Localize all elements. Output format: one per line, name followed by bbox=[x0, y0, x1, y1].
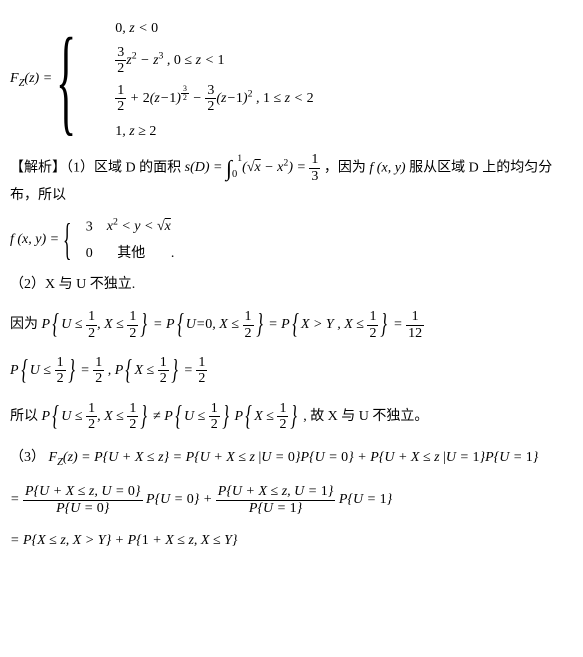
eq-prob-2: P{U ≤ 12} = 12 , P{X ≤ 12} = 12 bbox=[10, 355, 573, 387]
sD-expr: s(D) = ∫01(√x − x2) = 13 bbox=[185, 160, 324, 175]
analysis-1: 【解析】（1）区域 D 的面积 s(D) = ∫01(√x − x2) = 13… bbox=[10, 152, 573, 206]
fxy-piecewise: f (x, y) = { 3 x2 < y < √x 0 其他 . bbox=[10, 216, 573, 265]
fz-cases: 0, z < 0 32z2 − z3 , 0 ≤ z < 1 12 + 2(z−… bbox=[115, 18, 313, 142]
fxy-cases: 3 x2 < y < √x 0 其他 bbox=[86, 216, 171, 265]
eq-fz-decompose: （3） FZ(z) = P{U + X ≤ z} = P{U + X ≤ z |… bbox=[10, 447, 573, 471]
fz-case-2: 32z2 − z3 , 0 ≤ z < 1 bbox=[115, 45, 313, 77]
fxy-case-2: 0 其他 bbox=[86, 243, 171, 264]
left-brace-sm: { bbox=[63, 220, 71, 260]
eq-prob-3: 所以 P{U ≤ 12, X ≤ 12} ≠ P{U ≤ 12} P{X ≤ 1… bbox=[10, 401, 573, 433]
analysis-1-a: 【解析】（1）区域 D 的面积 bbox=[10, 160, 185, 175]
eq-prob-1: 因为 P{U ≤ 12, X ≤ 12} = P{U=0, X ≤ 12} = … bbox=[10, 309, 573, 341]
analysis-1-b: ，因为 bbox=[324, 160, 370, 175]
fxy-lhs: f (x, y) = bbox=[10, 229, 63, 250]
fxy-inline: f (x, y) bbox=[369, 160, 405, 175]
left-brace: { bbox=[56, 26, 76, 134]
fz-case-1: 0, z < 0 bbox=[115, 18, 313, 39]
fz-piecewise: FZ(z) = { 0, z < 0 32z2 − z3 , 0 ≤ z < 1… bbox=[10, 18, 573, 142]
eq-fz-final: = P{X ≤ z, X > Y} + P{1 + X ≤ z, X ≤ Y} bbox=[10, 530, 573, 551]
eq-fz-fracs: = P{U + X ≤ z, U = 0}P{U = 0} P{U = 0} +… bbox=[10, 484, 573, 516]
fz-lhs: FZ(z) = bbox=[10, 68, 56, 92]
fxy-case-1: 3 x2 < y < √x bbox=[86, 216, 171, 238]
fz-case-4: 1, z ≥ 2 bbox=[115, 121, 313, 142]
fz-case-3: 12 + 2(z−1)32 − 32(z−1)2 , 1 ≤ z < 2 bbox=[115, 83, 313, 115]
part-2: （2）X 与 U 不独立. bbox=[10, 274, 573, 295]
